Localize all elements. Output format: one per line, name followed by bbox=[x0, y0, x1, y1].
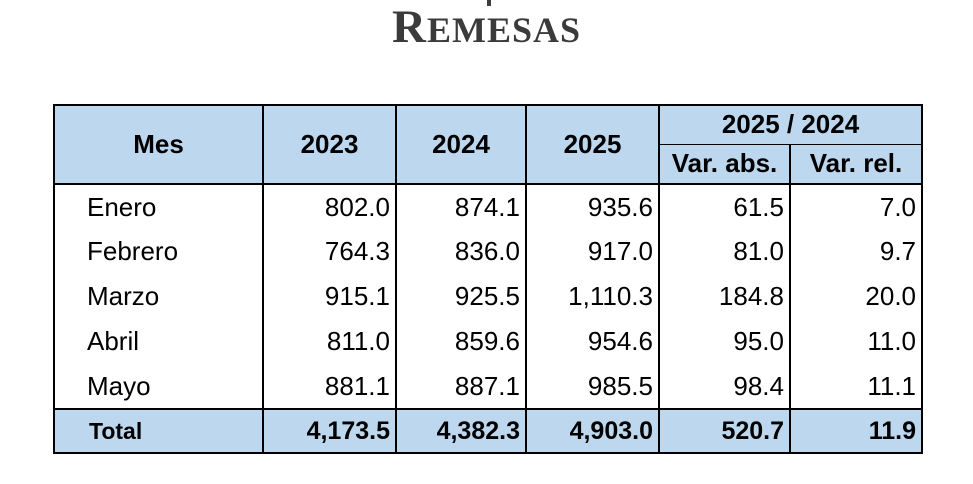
value-cell-2023: 811.0 bbox=[262, 319, 397, 364]
month-cell: Mayo bbox=[53, 364, 264, 409]
value-cell-var-abs: 81.0 bbox=[658, 229, 791, 274]
header-row-1: Mes 2023 2024 2025 2025 / 2024 bbox=[53, 104, 924, 185]
value-cell-2024: 874.1 bbox=[395, 184, 527, 229]
column-header-2024: 2024 bbox=[395, 104, 527, 185]
column-header-mes: Mes bbox=[53, 104, 264, 185]
page-title-rest: EMESAS bbox=[426, 10, 581, 50]
value-cell-2024: 859.6 bbox=[395, 319, 527, 364]
value-cell-2023: 881.1 bbox=[262, 364, 397, 409]
value-cell-2024: 836.0 bbox=[395, 229, 527, 274]
value-cell-var-rel: 20.0 bbox=[788, 274, 924, 319]
table-row-febrero: Febrero 764.3 836.0 917.0 81.0 9.7 bbox=[53, 229, 924, 274]
column-header-var-abs: Var. abs. bbox=[658, 143, 791, 185]
table-row-marzo: Marzo 915.1 925.5 1,110.3 184.8 20.0 bbox=[53, 274, 924, 319]
value-cell-2023: 915.1 bbox=[262, 274, 397, 319]
month-cell: Marzo bbox=[53, 274, 264, 319]
table-header: Mes 2023 2024 2025 2025 / 2024 Var. abs.… bbox=[53, 104, 924, 185]
remesas-table: Mes 2023 2024 2025 2025 / 2024 Var. abs.… bbox=[53, 104, 924, 454]
value-cell-2024: 925.5 bbox=[395, 274, 527, 319]
table-row-total: Total 4,173.5 4,382.3 4,903.0 520.7 11.9 bbox=[53, 408, 924, 454]
month-cell: Febrero bbox=[53, 229, 264, 274]
total-cell-2024: 4,382.3 bbox=[395, 408, 527, 454]
total-cell-var-rel: 11.9 bbox=[788, 408, 924, 454]
cropped-text-artifact bbox=[487, 0, 491, 6]
value-cell-var-abs: 98.4 bbox=[658, 364, 791, 409]
month-cell: Abril bbox=[53, 319, 264, 364]
value-cell-2023: 802.0 bbox=[262, 184, 397, 229]
total-label: Total bbox=[53, 408, 264, 454]
value-cell-2025: 1,110.3 bbox=[525, 274, 660, 319]
page-title-initial: R bbox=[392, 1, 427, 53]
table-row-mayo: Mayo 881.1 887.1 985.5 98.4 11.1 bbox=[53, 364, 924, 409]
value-cell-var-rel: 7.0 bbox=[788, 184, 924, 229]
value-cell-2025: 917.0 bbox=[525, 229, 660, 274]
value-cell-2025: 985.5 bbox=[525, 364, 660, 409]
value-cell-var-rel: 11.1 bbox=[788, 364, 924, 409]
total-cell-var-abs: 520.7 bbox=[658, 408, 791, 454]
page-title: REMESAS bbox=[0, 1, 973, 64]
column-header-group-2025-2024: 2025 / 2024 bbox=[657, 104, 924, 145]
value-cell-2023: 764.3 bbox=[262, 229, 397, 274]
table-footer: Total 4,173.5 4,382.3 4,903.0 520.7 11.9 bbox=[53, 408, 924, 454]
column-header-2023: 2023 bbox=[262, 104, 397, 185]
value-cell-2025: 954.6 bbox=[525, 319, 660, 364]
total-cell-2025: 4,903.0 bbox=[525, 408, 660, 454]
total-cell-2023: 4,173.5 bbox=[262, 408, 397, 454]
table-row-abril: Abril 811.0 859.6 954.6 95.0 11.0 bbox=[53, 319, 924, 364]
table-body: Enero 802.0 874.1 935.6 61.5 7.0 Febrero… bbox=[53, 184, 924, 409]
month-cell: Enero bbox=[53, 184, 264, 229]
value-cell-var-abs: 61.5 bbox=[658, 184, 791, 229]
value-cell-var-abs: 184.8 bbox=[658, 274, 791, 319]
column-header-2025: 2025 bbox=[525, 104, 660, 185]
header-row-2: Var. abs. Var. rel. bbox=[54, 143, 924, 185]
value-cell-2024: 887.1 bbox=[395, 364, 527, 409]
value-cell-2025: 935.6 bbox=[525, 184, 660, 229]
value-cell-var-rel: 11.0 bbox=[788, 319, 924, 364]
value-cell-var-abs: 95.0 bbox=[658, 319, 791, 364]
column-header-var-rel: Var. rel. bbox=[788, 143, 924, 185]
value-cell-var-rel: 9.7 bbox=[788, 229, 924, 274]
table-row-enero: Enero 802.0 874.1 935.6 61.5 7.0 bbox=[53, 184, 924, 229]
